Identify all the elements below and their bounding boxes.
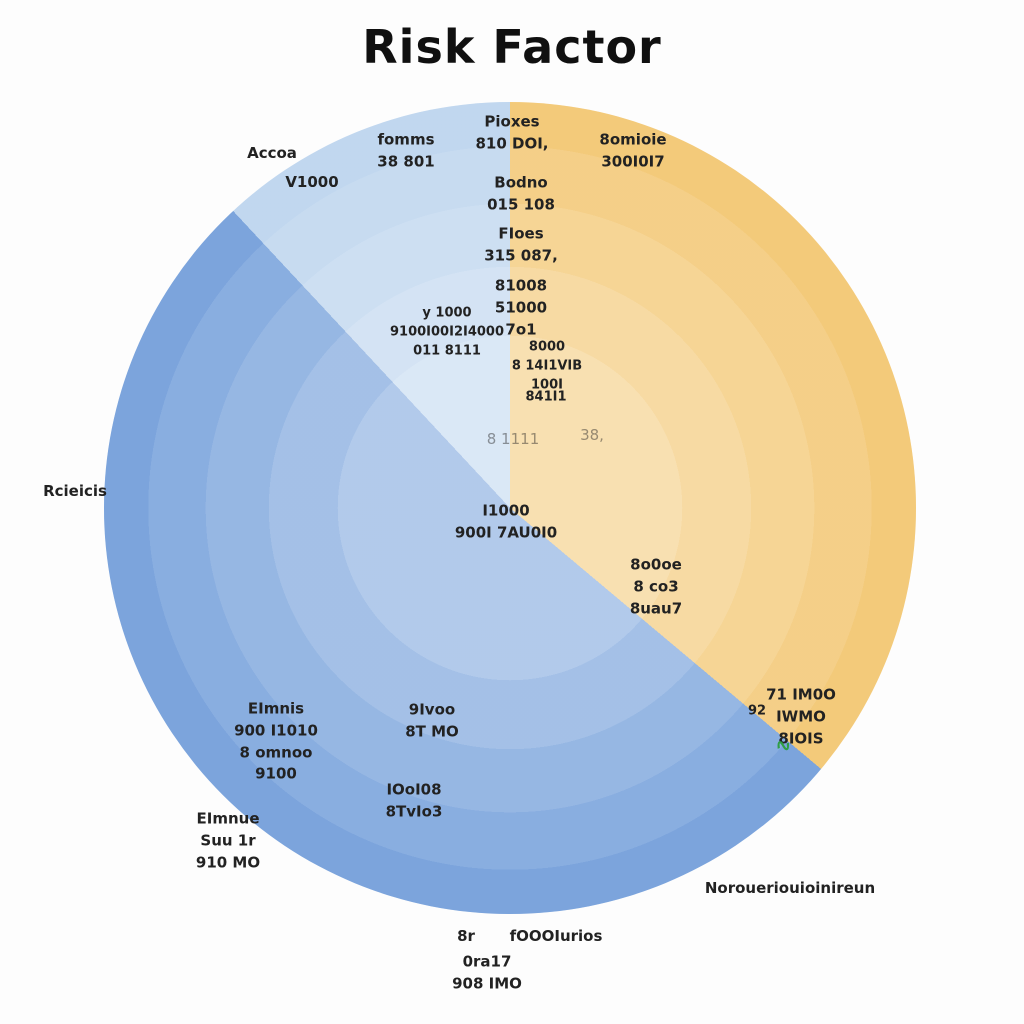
pie-chart xyxy=(104,102,916,914)
chart-annotation: 0ra17 908 IMO xyxy=(452,952,522,992)
chart-annotation: Rcieicis xyxy=(43,482,107,501)
pie-segments xyxy=(104,102,916,914)
chart-annotation: 8r xyxy=(457,927,475,946)
page-title: Risk Factor xyxy=(362,20,662,74)
chart-annotation: fOOOIurios xyxy=(509,927,603,946)
